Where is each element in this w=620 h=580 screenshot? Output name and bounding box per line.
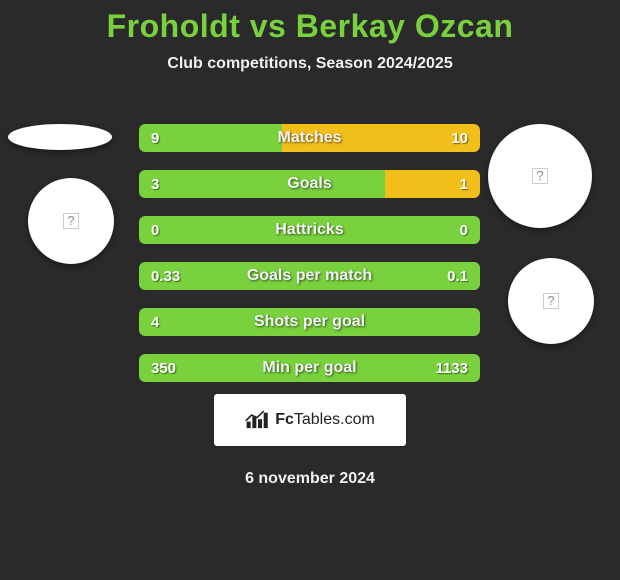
brand-text: FcTables.com (275, 411, 375, 429)
bar-chart-icon (245, 409, 271, 431)
placeholder-icon: ? (543, 293, 559, 309)
player-right-avatar-2: ? (508, 258, 594, 344)
placeholder-icon: ? (63, 213, 79, 229)
date-label: 6 november 2024 (0, 470, 620, 488)
stats-container: 910Matches 31Goals 00Hattricks 0.330.1Goals… (139, 124, 480, 400)
stat-label: Matches (139, 124, 480, 152)
stat-label: Min per goal (139, 354, 480, 382)
player-right-avatar-1: ? (488, 124, 592, 228)
stat-row: 0.330.1Goals per match (139, 262, 480, 290)
stat-label: Shots per goal (139, 308, 480, 336)
stat-row: 4Shots per goal (139, 308, 480, 336)
brand-badge: FcTables.com (214, 394, 406, 446)
player-left-avatar: ? (28, 178, 114, 264)
page-title: Froholdt vs Berkay Ozcan (0, 0, 620, 45)
stat-row: 00Hattricks (139, 216, 480, 244)
subtitle: Club competitions, Season 2024/2025 (0, 55, 620, 73)
player-left-ellipse (8, 124, 112, 150)
stat-label: Hattricks (139, 216, 480, 244)
stat-label: Goals per match (139, 262, 480, 290)
stat-row: 3501133Min per goal (139, 354, 480, 382)
stat-row: 31Goals (139, 170, 480, 198)
stat-label: Goals (139, 170, 480, 198)
stat-row: 910Matches (139, 124, 480, 152)
placeholder-icon: ? (532, 168, 548, 184)
